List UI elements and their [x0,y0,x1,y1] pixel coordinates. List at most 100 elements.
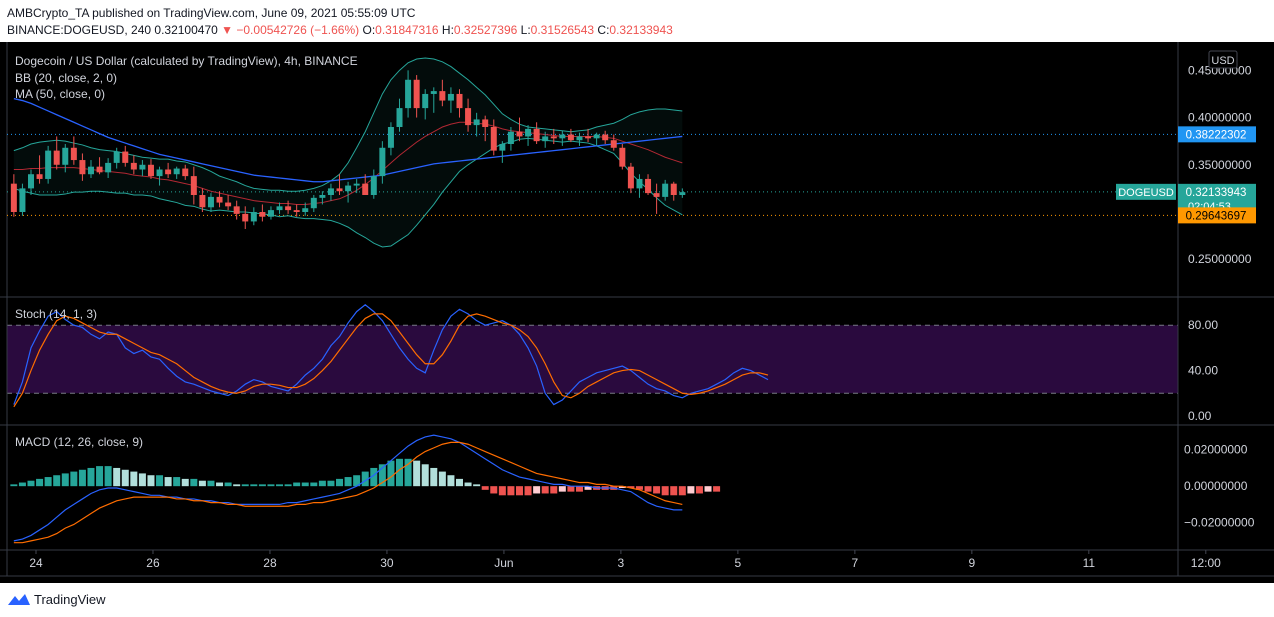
candle-body [499,144,506,151]
currency-label[interactable]: USD [1211,55,1234,67]
candle-body [370,176,377,195]
svg-text:0.38222302: 0.38222302 [1186,129,1247,141]
macd-histogram-bar [78,469,86,487]
macd-histogram-bar [207,480,215,487]
macd-histogram-bar [396,458,404,487]
publisher-line: AMBCrypto_TA published on TradingView.co… [7,6,416,20]
candle-body [293,210,300,212]
macd-histogram-bar [438,471,446,487]
last-price-label: DOGEUSD 0.32133943 02:04:53 [1116,183,1256,214]
macd-histogram-bar [130,471,138,487]
time-tick-label: 9 [969,556,976,570]
macd-histogram-bar [498,486,506,496]
macd-histogram-bar [644,486,652,492]
macd-histogram-bar [713,486,721,492]
macd-histogram-bar [147,475,155,487]
candle-body [79,160,86,175]
candle-body [679,192,686,195]
candle-body [285,206,292,211]
macd-histogram-bar [301,482,309,487]
candle-body [525,128,532,137]
macd-histogram-bar [704,486,712,492]
macd-histogram-bar [190,478,198,487]
macd-histogram-bar [430,467,438,487]
candle-body [225,202,232,207]
macd-histogram-bar [695,486,703,494]
time-tick-label: 28 [263,556,277,570]
candle-body [550,136,557,139]
footer-brand[interactable]: TradingView [34,592,106,607]
candle-body [353,183,360,186]
ma-legend[interactable]: MA (50, close, 0) [15,87,105,101]
candle-body [87,166,94,175]
stoch-legend[interactable]: Stoch (14, 1, 3) [15,307,97,321]
macd-histogram-bar [584,486,592,490]
macd-histogram-bar [61,473,69,487]
macd-histogram-bar [575,486,583,492]
ma-line [13,98,683,183]
macd-histogram-bar [344,477,352,487]
publish-header: AMBCrypto_TA published on TradingView.co… [0,0,1274,42]
candle-body [147,164,154,177]
candle-body [327,188,334,195]
candle-body [165,169,172,175]
candle-body [473,119,480,126]
currency-button[interactable] [1208,50,1238,69]
candle-body [447,93,454,101]
candle-body [602,134,609,141]
candle-body [610,140,617,148]
candle-body [276,206,283,211]
time-tick-label: Jun [494,556,513,570]
candle-body [645,178,652,194]
candle-body [302,208,309,212]
bb-legend[interactable]: BB (20, close, 2, 0) [15,71,117,85]
macd-histogram-bar [36,478,44,487]
macd-histogram-bar [10,484,18,487]
bb-lower-price-label: 0.29643697 [1178,207,1256,224]
candle-body [10,183,17,212]
candle-body [45,150,52,179]
candle-body [62,147,69,165]
macd-histogram-bar [541,486,549,494]
macd-histogram-bar [233,484,241,487]
candle-body [139,164,146,170]
ma-price-label: 0.38222302 [1178,126,1256,143]
bb-fill [13,58,683,247]
stoch-tick-label: 80.00 [1188,318,1218,332]
macd-histogram-bar [378,464,386,487]
macd-histogram-bar [336,478,344,487]
macd-tick-label: 0.02000000 [1184,443,1248,457]
tradingview-logo-icon[interactable] [7,592,31,608]
last-price-value: 0.32100470 [154,23,218,37]
macd-histogram-bar [558,486,566,492]
time-tick-label: 24 [29,556,43,570]
candle-body [490,127,497,151]
macd-histogram-bar [318,480,326,487]
stoch-tick-label: 0.00 [1188,409,1212,423]
candle-body [216,196,223,203]
chart-area[interactable]: 0.450000000.400000000.350000000.30000000… [0,42,1274,583]
macd-histogram-bar [181,478,189,487]
macd-histogram-bar [533,486,541,494]
macd-histogram-bar [44,477,52,487]
macd-histogram-bar [216,482,224,487]
candle-body [593,134,600,139]
macd-legend[interactable]: MACD (12, 26, close, 9) [15,435,143,449]
stoch-band-fill [7,325,1178,394]
time-tick-label: 5 [735,556,742,570]
candle-body [619,147,626,167]
macd-histogram-bar [27,480,35,487]
candle-body [190,176,197,195]
macd-tick-label: 0.00000000 [1184,479,1248,493]
macd-histogram-bar [627,486,635,488]
macd-line [13,434,683,542]
candle-body [250,212,257,222]
candle-body [105,162,112,173]
macd-histogram-bar [455,478,463,487]
candle-body [576,136,583,141]
candle-body [533,128,540,142]
open-label: O: [362,23,376,37]
candle-body [113,151,120,163]
candle-body [207,196,214,208]
candle-body [19,188,26,212]
